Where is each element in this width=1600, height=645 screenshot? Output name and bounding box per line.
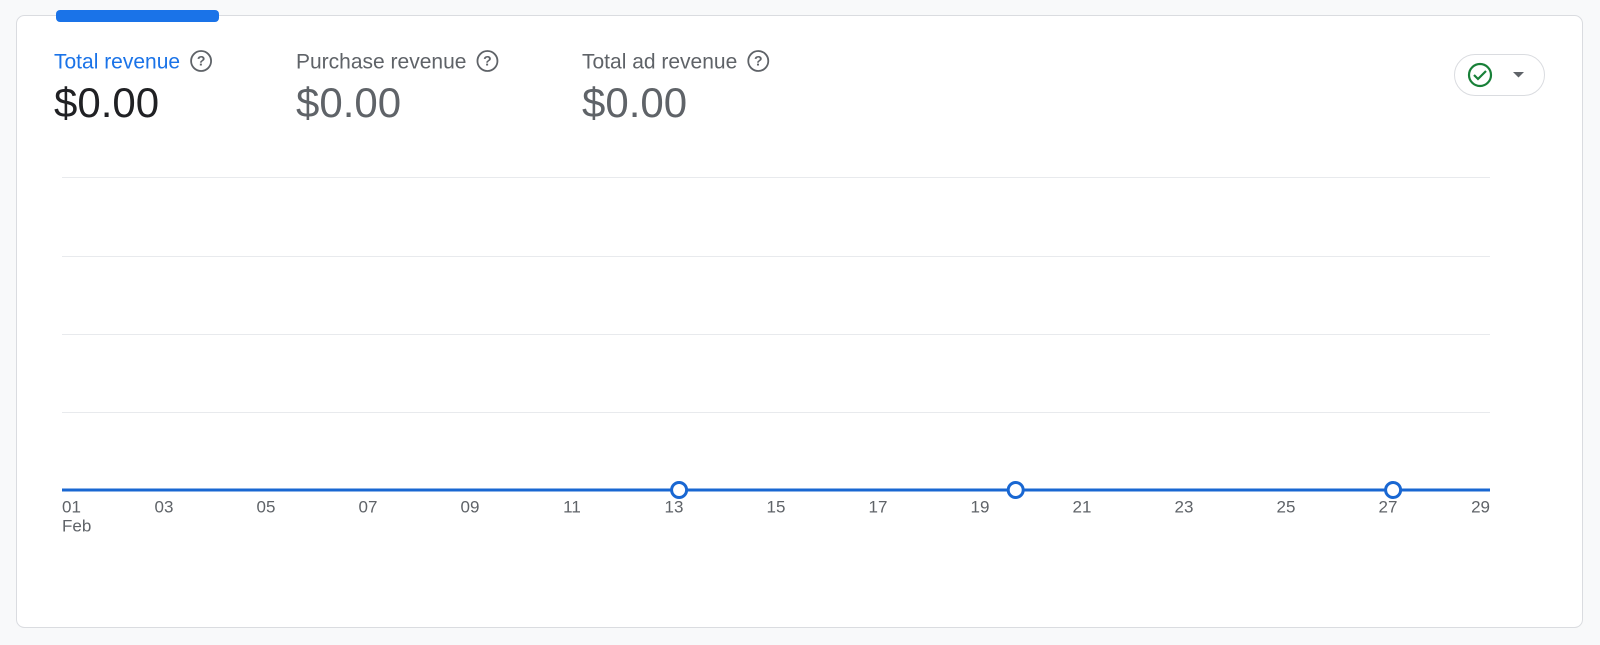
plot: 01 03 05 07 09 11 13 15 17 19 21 23 25 27 29 Feb bbox=[62, 481, 1490, 535]
x-tick-label: 09 bbox=[461, 497, 480, 516]
x-tick-label: 01 bbox=[62, 497, 81, 516]
help-icon-mark: ? bbox=[754, 53, 763, 69]
annotation-marker[interactable] bbox=[670, 481, 689, 499]
help-icon-mark: ? bbox=[197, 53, 206, 69]
x-tick-label: 05 bbox=[257, 497, 276, 516]
metric-label[interactable]: Total ad revenue bbox=[582, 51, 737, 74]
card bbox=[16, 15, 1583, 628]
x-tick-label: 17 bbox=[869, 497, 888, 516]
x-tick-label: 13 bbox=[665, 497, 684, 516]
check-icon-tick bbox=[1473, 70, 1487, 81]
chart-toggle-button[interactable] bbox=[1454, 54, 1545, 96]
dropdown-arrow bbox=[1513, 72, 1524, 78]
metric-value[interactable]: $0.00 bbox=[54, 79, 159, 126]
x-tick-label: 21 bbox=[1073, 497, 1092, 516]
x-tick-label: 23 bbox=[1175, 497, 1194, 516]
metric-label[interactable]: Total revenue bbox=[54, 51, 180, 74]
metric-value[interactable]: $0.00 bbox=[296, 79, 401, 126]
x-tick-label: 03 bbox=[155, 497, 174, 516]
x-tick-label: 19 bbox=[971, 497, 990, 516]
check-icon bbox=[1467, 62, 1493, 88]
selected-tab-indicator bbox=[56, 10, 219, 22]
x-tick-label: 07 bbox=[359, 497, 378, 516]
metric-tab[interactable]: Total revenue ? $0.00 bbox=[54, 50, 212, 127]
x-tick-label: 11 bbox=[563, 497, 581, 516]
x-tick-label: 15 bbox=[767, 497, 786, 516]
metric-tab[interactable]: Total ad revenue ? $0.00 bbox=[582, 50, 770, 127]
grid bbox=[62, 177, 1490, 413]
x-month-label: Feb bbox=[62, 516, 91, 535]
help-icon[interactable] bbox=[190, 50, 212, 72]
annotation-marker[interactable] bbox=[1006, 481, 1025, 499]
annotation-marker[interactable] bbox=[1384, 481, 1403, 499]
metric-label[interactable]: Purchase revenue bbox=[296, 51, 466, 74]
metric-tab[interactable]: Purchase revenue ? $0.00 bbox=[296, 50, 499, 127]
metric-tabs: Total revenue ? $0.00 Purchase revenue ? $0.0… bbox=[54, 50, 770, 127]
metric-value[interactable]: $0.00 bbox=[582, 79, 687, 126]
x-tick-label: 25 bbox=[1277, 497, 1296, 516]
x-tick-label: 29 bbox=[1471, 497, 1490, 516]
help-icon[interactable] bbox=[476, 50, 499, 72]
help-icon-mark: ? bbox=[483, 53, 492, 69]
help-icon[interactable] bbox=[747, 50, 770, 72]
x-tick-label: 27 bbox=[1379, 497, 1398, 516]
